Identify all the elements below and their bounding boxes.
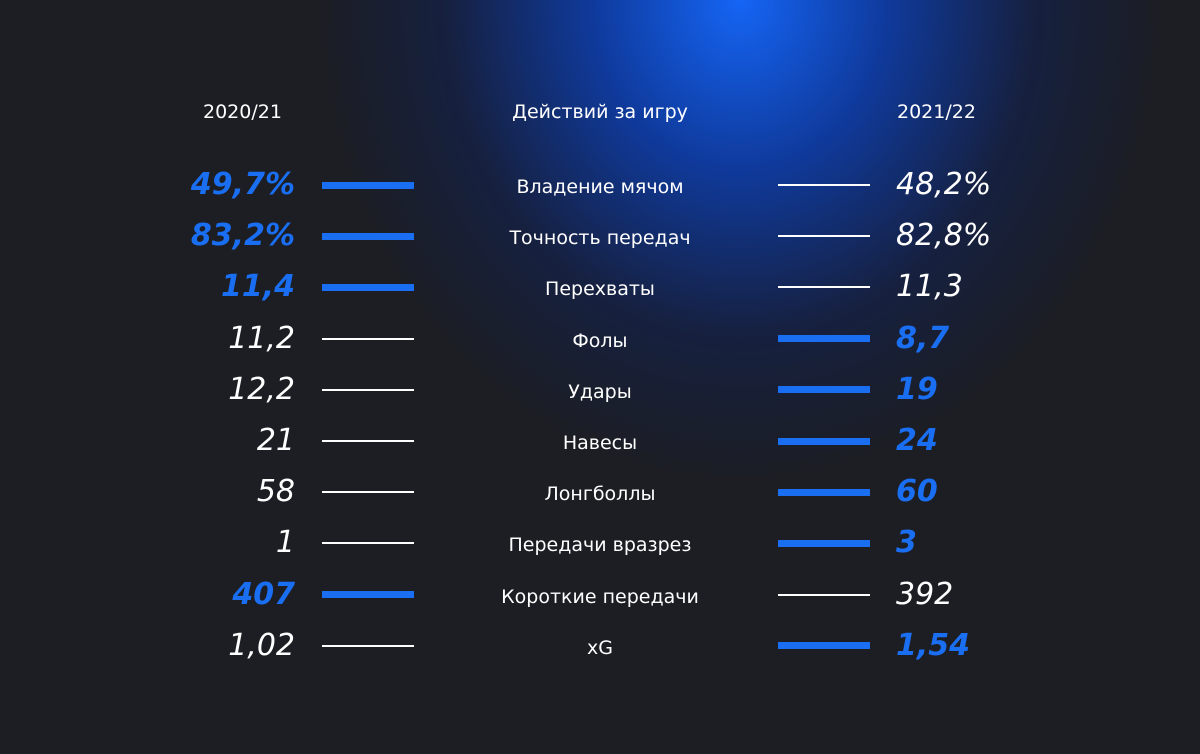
value-left: 1 [275,525,295,561]
value-right: 24 [896,423,938,458]
value-left: 11,2 [228,320,295,356]
stat-label: Передачи вразрез [508,534,692,557]
line-right [778,386,870,394]
value-left: 11,4 [220,269,295,305]
line-left [322,232,414,240]
line-right [778,642,870,650]
value-left: 1,02 [228,627,295,663]
line-left [322,337,414,340]
stat-label: xG [587,636,613,659]
stat-label: Перехваты [545,278,655,301]
line-left [322,542,414,545]
stat-label: Навесы [562,432,638,454]
line-right [778,184,870,186]
line-left [322,283,414,291]
line-left [322,440,414,442]
line-left [322,491,414,494]
value-right: 48,2% [896,167,992,202]
value-right: 60 [896,474,938,510]
line-right [778,335,870,343]
line-right [778,437,870,445]
season-left: 2020/21 [203,101,282,123]
stat-label: Владение мячом [516,176,684,198]
line-left [322,591,414,599]
stat-label: Удары [568,380,632,403]
stat-label: Фолы [572,329,628,352]
line-right [778,286,870,289]
line-left [322,181,414,189]
line-left [322,644,414,647]
line-right [778,539,870,547]
value-right: 1,54 [896,627,971,663]
stat-label: Короткие передачи [501,585,699,608]
value-right: 3 [896,525,917,561]
value-right: 11,3 [896,269,963,305]
season-right: 2021/22 [897,101,976,123]
value-left: 21 [256,423,295,458]
value-right: 392 [896,576,954,612]
line-left [322,388,414,391]
value-right: 82,8% [896,218,992,254]
value-left: 12,2 [228,371,295,407]
value-left: 407 [232,576,295,612]
value-left: 83,2% [190,218,295,254]
line-right [778,593,870,596]
line-right [778,488,870,496]
stat-label: Точность передач [509,227,691,250]
line-right [778,235,870,238]
value-right: 19 [896,371,938,407]
column-title: Действий за игру [512,101,688,123]
value-left: 49,7% [190,167,295,202]
value-right: 8,7 [896,320,950,356]
stat-label: Лонгболлы [544,483,656,506]
value-left: 58 [256,474,295,510]
